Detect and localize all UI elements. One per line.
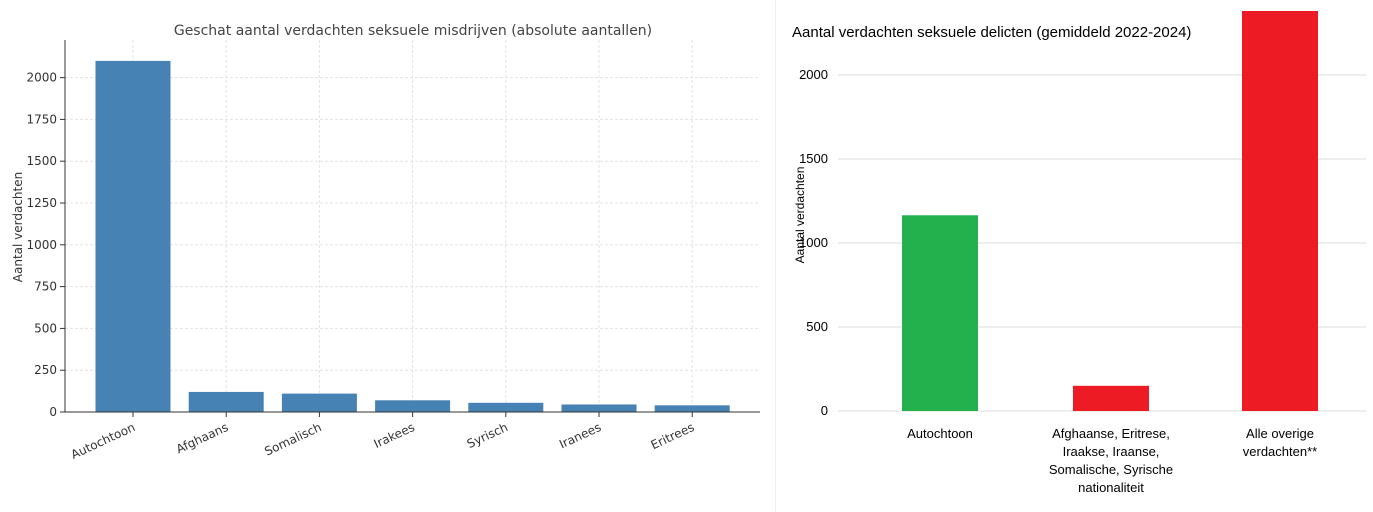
left-x-tick-label: Syrisch [465,420,510,451]
left-y-axis-label: Aantal verdachten [11,172,25,282]
right-y-ticks: 0 500 1000 1500 2000 [799,67,828,418]
left-y-tick-label: 1250 [26,196,57,210]
left-x-tick-label: Eritrees [649,420,697,452]
left-bar-chart: Geschat aantal verdachten seksuele misdr… [11,23,760,462]
left-y-tick-label: 2000 [26,71,57,85]
right-y-tick-label: 0 [821,403,828,418]
right-bar-chart: Aantal verdachten seksuele delicten (gem… [792,11,1366,495]
right-bars [902,11,1318,411]
right-x-tick-label: Autochtoon [907,426,973,441]
right-chart-title: Aantal verdachten seksuele delicten (gem… [792,24,1191,41]
left-x-tick-label: Autochtoon [69,420,138,462]
left-bar-eritrees [654,405,730,412]
right-x-tick-label: Alle overige verdachten** [1243,426,1317,459]
left-x-tick-label: Somalisch [262,420,323,459]
left-bar-afghaans [188,391,264,412]
left-x-tick-label: Iranees [557,420,603,451]
right-y-tick-label: 1500 [799,151,828,166]
right-y-tick-label: 2000 [799,67,828,82]
left-y-tick-label: 1000 [26,238,57,252]
right-y-tick-label: 1000 [799,235,828,250]
left-x-tick-label: Afghaans [174,420,230,456]
left-bars [95,60,730,413]
left-bar-somalisch [281,393,357,412]
left-x-tick-label: Irakees [372,420,417,451]
left-y-ticks: 0 250 500 750 1000 1250 1500 1750 2000 [26,71,65,419]
left-y-tick-label: 500 [34,321,57,335]
right-y-tick-label: 500 [806,319,828,334]
right-x-tick-label: Afghaanse, Eritrese, Iraakse, Iraanse, Som… [1049,426,1173,495]
left-x-labels: Autochtoon Afghaans Somalisch Irakees Syrisc… [69,412,697,462]
right-x-labels: Autochtoon Afghaanse, Eritrese, Iraakse, I… [907,426,1317,495]
left-y-tick-label: 0 [49,405,57,419]
left-bar-autochtoon [95,60,171,413]
right-bar-2 [1073,385,1149,411]
left-bar-syrisch [468,402,544,412]
left-y-tick-label: 1750 [26,112,57,126]
panel-divider [775,0,776,512]
right-y-axis-label: Aantal verdachten [793,167,807,264]
left-bar-irakees [375,400,451,412]
left-y-tick-label: 1500 [26,154,57,168]
left-bar-iranees [561,404,637,412]
right-bar-3 [1242,11,1318,411]
left-chart-title: Geschat aantal verdachten seksuele misdr… [174,23,652,39]
right-bar-1 [902,215,978,411]
left-y-tick-label: 250 [34,363,57,377]
left-y-tick-label: 750 [34,280,57,294]
